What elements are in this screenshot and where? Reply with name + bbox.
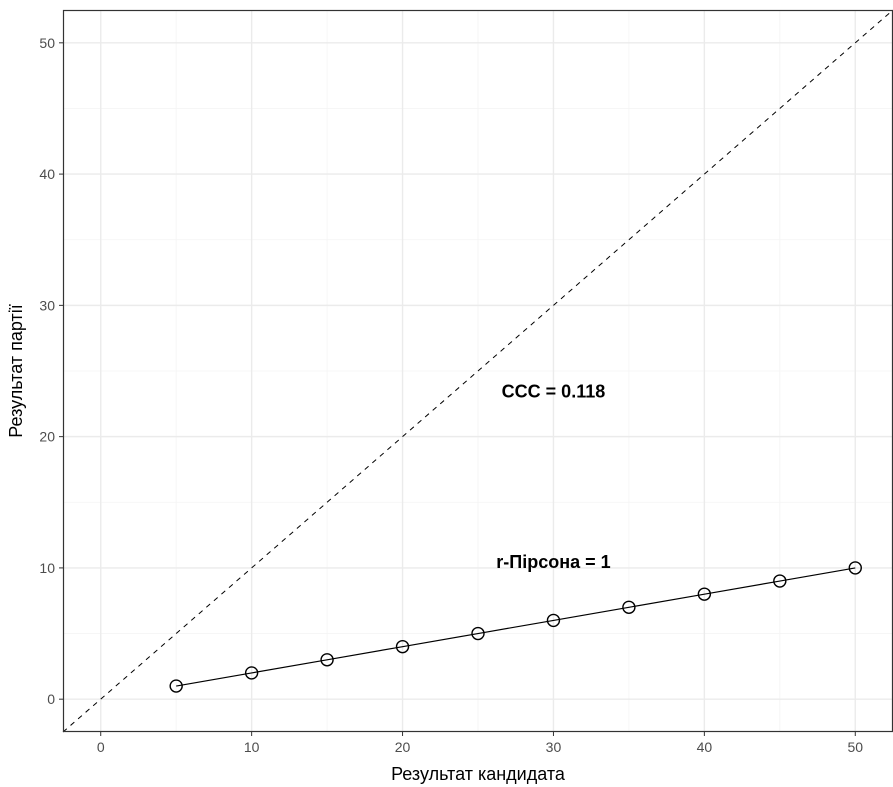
y-tick-label: 20 <box>39 429 55 445</box>
y-tick-label: 40 <box>39 166 55 182</box>
data-point <box>320 653 334 667</box>
y-axis-ticks: 0 10 20 30 40 50 <box>39 35 63 707</box>
data-point <box>622 600 636 614</box>
data-point <box>848 561 862 575</box>
y-tick-label: 30 <box>39 297 55 313</box>
data-point <box>773 574 787 588</box>
series-line <box>176 567 856 687</box>
x-tick-label: 30 <box>546 739 562 755</box>
data-point <box>471 626 485 641</box>
x-tick-label: 50 <box>847 739 863 755</box>
identity-reference-line <box>62 9 893 733</box>
pearson-annotation: r-Пірсона = 1 <box>496 552 610 572</box>
y-axis-title: Результат партії <box>6 304 26 437</box>
x-axis-title: Результат кандидата <box>391 764 566 784</box>
x-tick-label: 10 <box>244 739 260 755</box>
x-tick-label: 40 <box>697 739 713 755</box>
major-grid <box>63 10 893 732</box>
y-tick-label: 0 <box>47 691 55 707</box>
y-tick-label: 10 <box>39 560 55 576</box>
data-point <box>546 613 561 628</box>
x-tick-label: 0 <box>97 739 105 755</box>
data-point <box>395 639 410 654</box>
data-point <box>697 587 712 601</box>
data-point <box>169 679 183 693</box>
y-tick-label: 50 <box>39 35 55 51</box>
x-axis-ticks: 0 10 20 30 40 50 <box>97 732 863 755</box>
ccc-annotation: CCC = 0.118 <box>502 381 606 401</box>
data-points <box>169 561 862 693</box>
data-point <box>244 666 259 680</box>
x-tick-label: 20 <box>395 739 411 755</box>
